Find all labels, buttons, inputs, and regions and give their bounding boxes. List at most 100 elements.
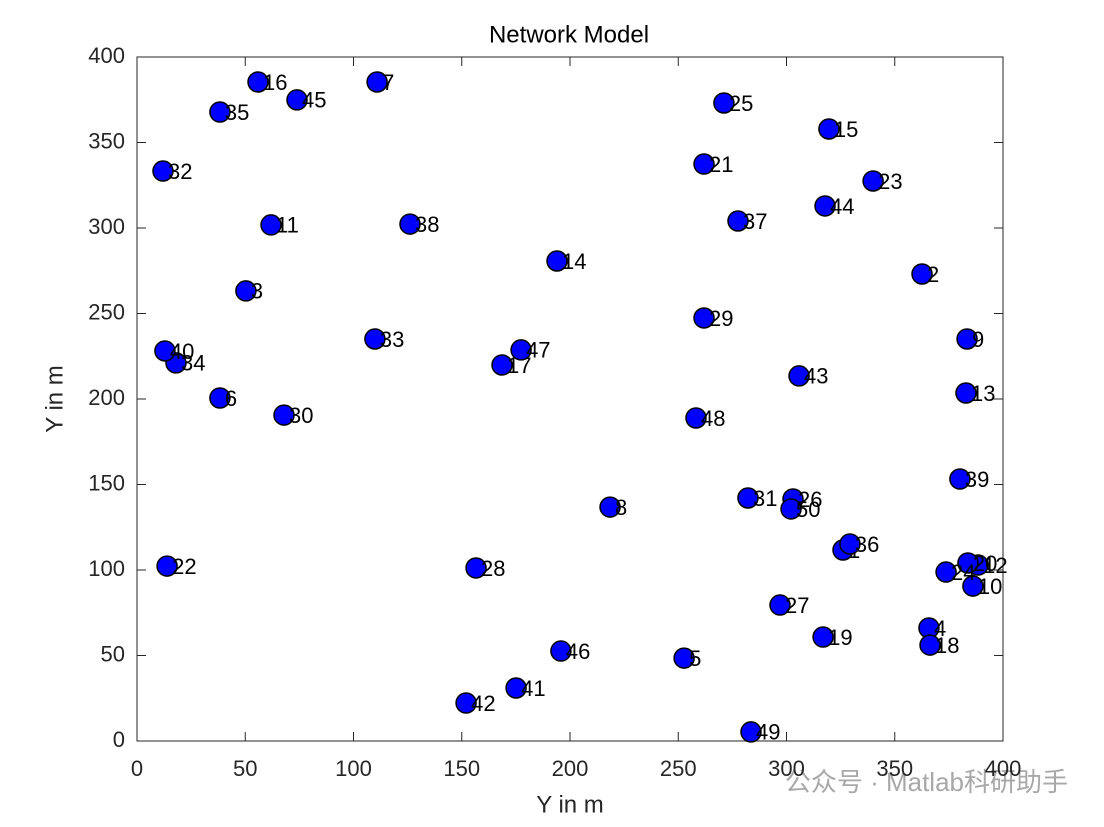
point (550, 640, 572, 662)
point-label: 39 (965, 467, 989, 492)
y-tick-label: 350 (88, 128, 125, 153)
point-label: 31 (753, 486, 777, 511)
y-tick-label: 100 (88, 556, 125, 581)
point (154, 340, 176, 362)
plot-area (136, 56, 1004, 742)
point-label: 26 (798, 487, 822, 512)
x-tick-label: 0 (131, 756, 143, 781)
point (737, 487, 759, 509)
point-label: 7 (382, 70, 394, 95)
point (812, 626, 834, 648)
point-label: 9 (972, 327, 984, 352)
point (962, 575, 984, 597)
x-tick-label: 350 (876, 756, 913, 781)
point-label: 47 (526, 338, 550, 363)
point (455, 692, 477, 714)
point-label: 40 (170, 339, 194, 364)
point (286, 89, 308, 111)
point-label: 6 (225, 386, 237, 411)
point (156, 555, 178, 577)
point (247, 71, 269, 93)
point-label: 44 (830, 194, 854, 219)
point (364, 328, 386, 350)
point-label: 12 (983, 553, 1007, 578)
point (911, 263, 933, 285)
point (949, 468, 971, 490)
x-tick-label: 150 (443, 756, 480, 781)
point (491, 354, 513, 376)
point (399, 213, 421, 235)
y-tick-label: 200 (88, 385, 125, 410)
point-label: 48 (701, 406, 725, 431)
point-label: 11 (276, 213, 299, 238)
point-label: 15 (834, 117, 858, 142)
point (919, 634, 941, 656)
point-label: 43 (804, 364, 828, 389)
point (693, 307, 715, 329)
y-tick-label: 300 (88, 214, 125, 239)
point-label: 21 (709, 152, 733, 177)
point (788, 365, 810, 387)
point-label: 32 (168, 159, 192, 184)
point-label: 25 (729, 91, 753, 116)
x-tick-label: 50 (233, 756, 257, 781)
point (956, 328, 978, 350)
point-label: 8 (615, 495, 627, 520)
y-tick-label: 0 (113, 727, 125, 752)
point-label: 14 (562, 249, 586, 274)
point-label: 4 (934, 616, 946, 641)
y-tick-label: 400 (88, 43, 125, 68)
point-label: 30 (289, 403, 313, 428)
point-label: 50 (796, 497, 820, 522)
point-label: 38 (415, 212, 439, 237)
point-label: 34 (181, 351, 205, 376)
x-tick-label: 400 (985, 756, 1022, 781)
point (818, 118, 840, 140)
chart-title: Network Model (489, 21, 649, 48)
point-label: 10 (978, 574, 1002, 599)
point (727, 210, 749, 232)
x-tick-label: 200 (552, 756, 589, 781)
point (673, 647, 695, 669)
point (209, 101, 231, 123)
point-label: 13 (971, 381, 995, 406)
point-label: 49 (756, 720, 780, 745)
point (235, 280, 257, 302)
point (780, 498, 802, 520)
point-label: 36 (855, 532, 879, 557)
point-label: 27 (785, 593, 809, 618)
point (209, 387, 231, 409)
point (505, 677, 527, 699)
point (935, 561, 957, 583)
point (814, 195, 836, 217)
point-label: 28 (481, 556, 505, 581)
point-label: 16 (263, 70, 287, 95)
point (546, 250, 568, 272)
point (769, 594, 791, 616)
point (957, 552, 979, 574)
x-tick-label: 250 (660, 756, 697, 781)
point-label: 42 (471, 691, 495, 716)
y-tick-label: 250 (88, 299, 125, 324)
x-tick-label: 300 (768, 756, 805, 781)
point-label: 5 (689, 646, 701, 671)
point-label: 18 (935, 633, 959, 658)
point (685, 407, 707, 429)
x-axis-label: Y in m (536, 791, 604, 818)
point (713, 92, 735, 114)
point-label: 37 (743, 209, 767, 234)
point-label: 45 (302, 88, 326, 113)
point (273, 404, 295, 426)
point (465, 557, 487, 579)
point-label: 29 (709, 306, 733, 331)
point (260, 214, 282, 236)
point-label: 20 (973, 551, 997, 576)
y-tick-label: 150 (88, 470, 125, 495)
point-label: 23 (878, 169, 902, 194)
point-label: 41 (521, 676, 545, 701)
marks: 1234567891011121314151617181920212223242… (152, 70, 1008, 745)
point-label: 46 (566, 639, 590, 664)
point (599, 496, 621, 518)
y-tick-label: 50 (101, 641, 125, 666)
